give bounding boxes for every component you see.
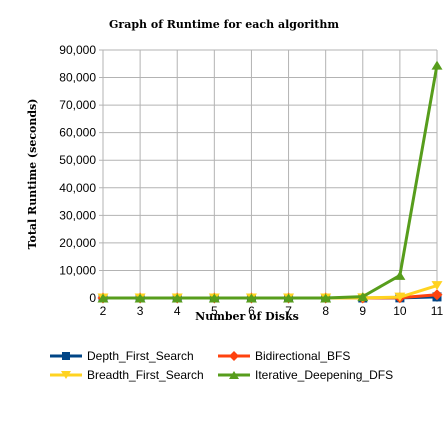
legend-marker [61,371,71,379]
legend: Depth_First_Search Bidirectional_BFS Bread… [50,349,393,382]
series-iterative-deepening-dfs [97,60,443,303]
legend-item: Breadth_First_Search [50,368,204,382]
x-tick-label: 7 [285,304,292,318]
x-tick-label: 3 [137,304,144,318]
y-tick-label: 40,000 [59,181,96,195]
data-point [208,293,220,303]
y-axis-ticks: 0 10,000 20,000 30,000 40,000 50,000 60,000 70,… [59,43,96,305]
data-point [171,293,183,303]
legend-marker [62,352,70,360]
x-tick-label: 2 [100,304,107,318]
legend-label: Bidirectional_BFS [255,349,350,363]
x-tick-label: 4 [174,304,181,318]
x-tick-label: 10 [393,304,407,318]
series-lines [97,60,443,304]
legend-marker [229,351,239,361]
data-point [134,293,146,303]
legend-item: Depth_First_Search [50,349,194,363]
y-tick-label: 20,000 [59,236,96,250]
x-axis-title: Number of Disks [195,310,299,323]
x-tick-label: 9 [359,304,366,318]
x-tick-label: 6 [248,304,255,318]
y-tick-label: 10,000 [59,263,96,277]
data-point [394,270,406,280]
x-tick-label: 11 [431,304,444,318]
y-tick-label: 30,000 [59,208,96,222]
y-tick-label: 70,000 [59,98,96,112]
x-axis-ticks: 2 3 4 5 6 7 8 9 10 11 [100,304,444,318]
data-point [431,281,443,291]
y-axis-title: Total Runtime (seconds) [26,99,39,250]
legend-item: Bidirectional_BFS [218,349,350,363]
data-point [394,292,406,302]
series-line [103,64,439,300]
x-tick-label: 5 [211,304,218,318]
x-tick-label: 8 [322,304,329,318]
data-point [320,293,332,303]
y-tick-label: 60,000 [59,126,96,140]
chart-title: Graph of Runtime for each algorithm [109,18,339,31]
data-point [283,293,295,303]
legend-marker [229,371,239,379]
grid [99,49,438,302]
y-tick-label: 90,000 [59,43,96,57]
data-point [357,292,369,302]
legend-item: Iterative_Deepening_DFS [218,368,393,382]
data-point [431,60,443,70]
legend-label: Iterative_Deepening_DFS [255,368,393,382]
y-tick-label: 50,000 [59,153,96,167]
data-point [431,289,443,301]
y-tick-label: 80,000 [59,71,96,85]
y-tick-label: 0 [89,291,96,305]
legend-label: Breadth_First_Search [87,368,204,382]
data-point [97,293,109,303]
series-line [103,284,438,300]
data-point [245,293,257,303]
legend-label: Depth_First_Search [87,349,194,363]
